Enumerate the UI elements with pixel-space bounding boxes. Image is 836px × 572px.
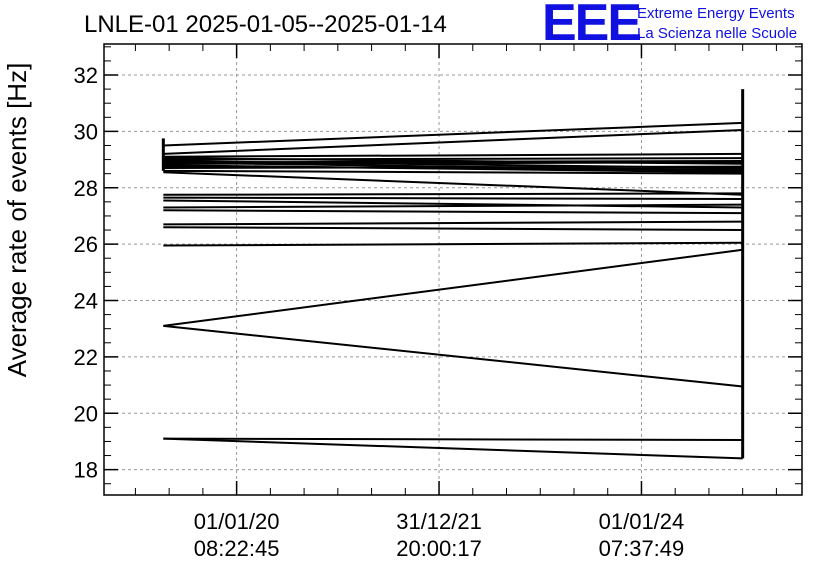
series-line — [163, 161, 743, 172]
series-line — [163, 226, 743, 232]
plot-frame — [103, 43, 803, 496]
series-line — [163, 152, 743, 158]
axes — [103, 43, 803, 496]
series-line — [163, 169, 743, 175]
y-tick-labels: 18 20 22 24 26 28 30 32 — [74, 63, 98, 483]
series-line — [163, 192, 743, 196]
x-tick-time: 20:00:17 — [396, 536, 482, 561]
series-line — [163, 157, 743, 165]
series-line — [163, 220, 743, 226]
series-line — [163, 248, 743, 327]
eee-logo-mark: EEE — [542, 0, 640, 52]
series-line — [163, 159, 743, 170]
y-tick-label: 18 — [74, 458, 98, 483]
y-axis-label: Average rate of events [Hz] — [2, 63, 32, 378]
series-line — [163, 128, 743, 155]
series-line — [163, 241, 743, 247]
y-tick-label: 32 — [74, 63, 98, 88]
series-line — [163, 437, 743, 460]
x-tick-time: 07:37:49 — [599, 536, 685, 561]
y-tick-label: 30 — [74, 119, 98, 144]
y-tick-label: 20 — [74, 401, 98, 426]
series-line — [163, 199, 743, 209]
series-line — [163, 209, 743, 215]
x-tick-date: 01/01/20 — [194, 509, 280, 534]
series-line — [163, 437, 743, 442]
series-line — [163, 324, 743, 388]
y-tick-label: 22 — [74, 345, 98, 370]
x-tick-time: 08:22:45 — [194, 536, 280, 561]
series-line — [163, 203, 743, 209]
logo-line-1: Extreme Energy Events — [637, 5, 795, 22]
logo-line-2: La Scienza nelle Scuole — [637, 25, 797, 42]
chart-title: LNLE-01 2025-01-05--2025-01-14 — [84, 11, 447, 38]
series-line — [163, 196, 743, 201]
series-line — [163, 121, 743, 147]
series-lines — [161, 89, 745, 460]
series-line — [163, 171, 743, 196]
y-tick-label: 26 — [74, 232, 98, 257]
x-tick-date: 31/12/21 — [396, 509, 482, 534]
x-tick-date: 01/01/24 — [599, 509, 685, 534]
y-tick-label: 24 — [74, 289, 98, 314]
y-tick-label: 28 — [74, 176, 98, 201]
grid-lines — [104, 44, 802, 495]
eee-logo: EEE Extreme Energy Events La Scienza nel… — [542, 0, 797, 52]
